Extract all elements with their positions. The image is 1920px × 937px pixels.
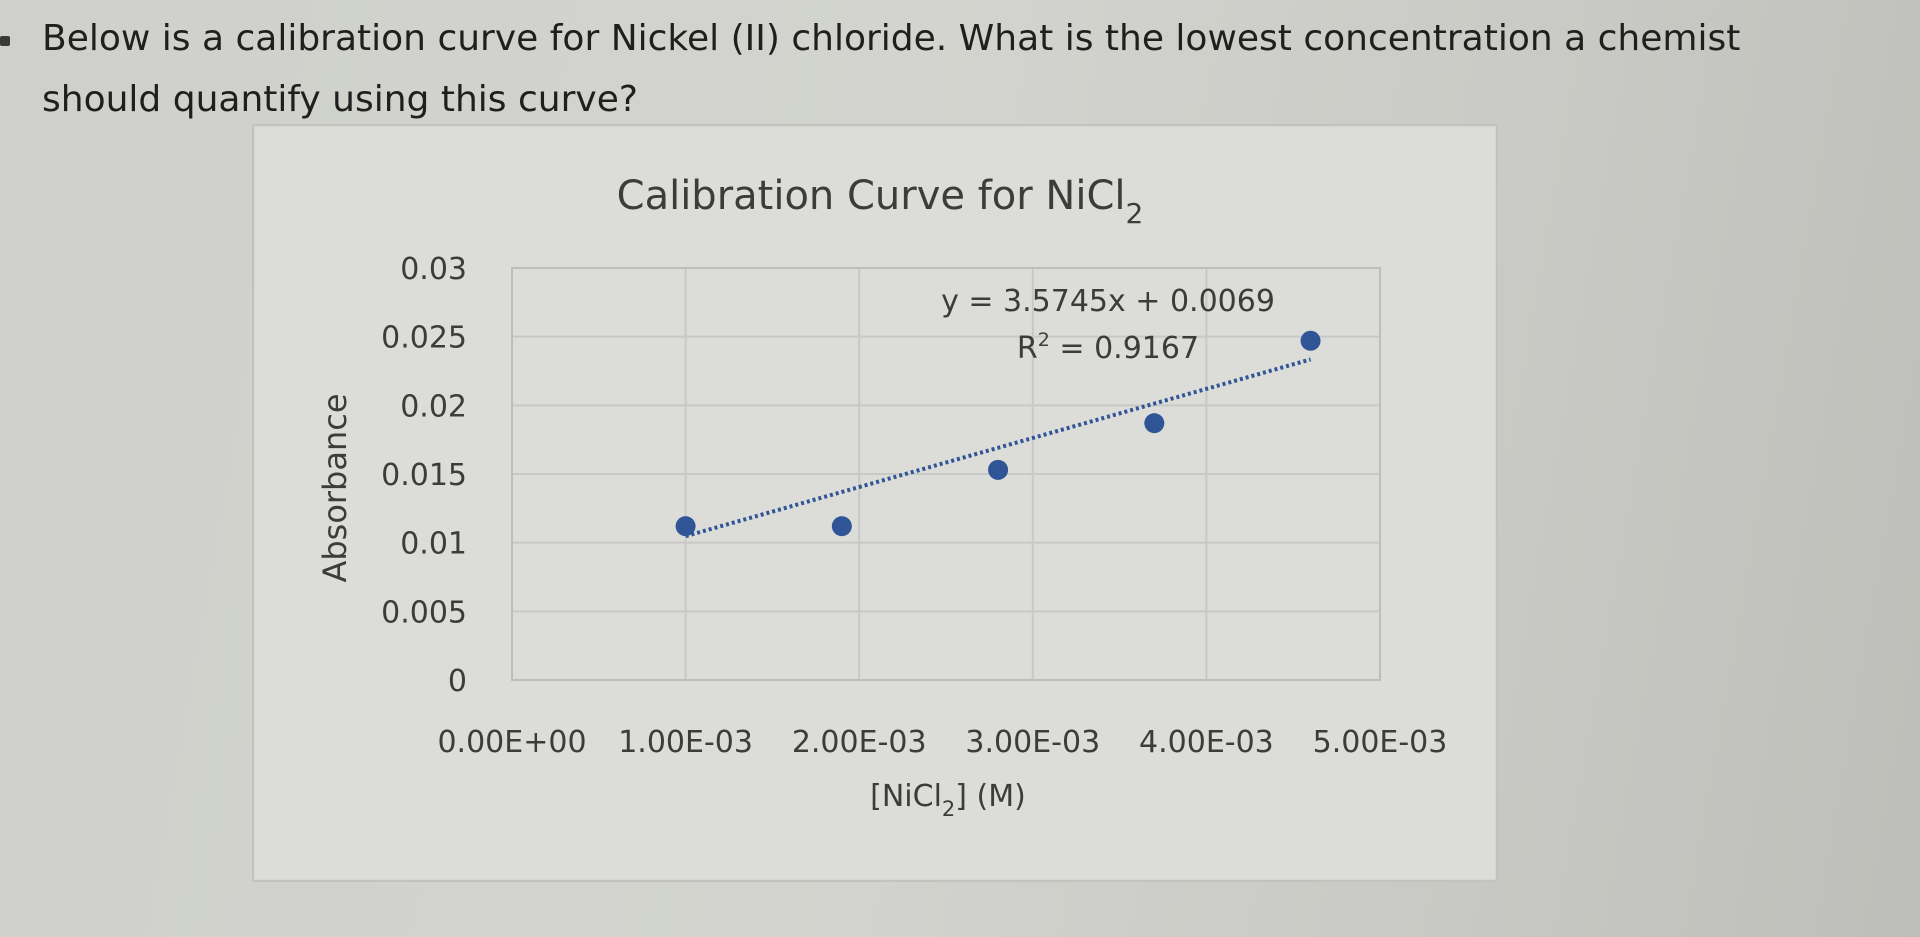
question-text: Below is a calibration curve for Nickel … [42,8,1842,130]
x-axis-label-suffix: ] (M) [955,779,1026,814]
y-tick-label: 0.03 [400,252,467,287]
data-points [675,330,1321,537]
linear-trendline [685,357,1312,539]
y-tick-label: 0.01 [400,527,467,562]
chart-title-main: Calibration Curve for NiCl [617,173,1126,219]
question-line-1: Below is a calibration curve for Nickel … [42,18,1741,59]
plot-area [511,267,1381,681]
y-tick-label: 0.015 [381,458,467,493]
data-point [675,516,696,537]
x-tick-label: 1.00E-03 [618,725,753,760]
y-tick-labels: 0 0.005 0.01 0.015 0.02 0.025 0.03 [381,252,467,699]
y-axis-label: Absorbance [316,393,354,582]
y-tick-label: 0.005 [381,595,467,630]
r-squared-value: = 0.9167 [1050,331,1199,366]
chart-title-subscript: 2 [1126,197,1144,230]
trendline-layer [685,357,1312,539]
x-tick-label: 0.00E+00 [437,725,586,760]
data-point [1144,413,1165,434]
x-tick-label: 3.00E-03 [965,725,1100,760]
r-squared-label: R [1017,331,1038,366]
x-axis-label-main: [NiCl [870,779,942,814]
trendline-r-squared: R2 = 0.9167 [1017,329,1199,366]
y-tick-label: 0.02 [400,389,467,424]
x-tick-label: 2.00E-03 [792,725,927,760]
chart-frame [252,124,1498,882]
question-line-2: should quantify using this curve? [42,79,638,120]
r-squared-superscript: 2 [1038,329,1050,351]
data-point [831,516,852,537]
chart-title: Calibration Curve for NiCl2 [617,173,1144,230]
y-tick-label: 0 [448,664,467,699]
x-tick-label: 5.00E-03 [1313,725,1448,760]
data-point [1300,330,1321,351]
chart-grid [511,267,1381,681]
data-point [988,459,1009,480]
x-axis-label: [NiCl2] (M) [870,779,1026,821]
bullet-marker [0,36,10,46]
trendline-equation: y = 3.5745x + 0.0069 [941,284,1275,319]
x-tick-label: 4.00E-03 [1139,725,1274,760]
x-tick-labels: 0.00E+00 1.00E-03 2.00E-03 3.00E-03 4.00E-03… [437,725,1447,760]
y-tick-label: 0.025 [381,321,467,356]
x-axis-label-subscript: 2 [942,797,955,821]
